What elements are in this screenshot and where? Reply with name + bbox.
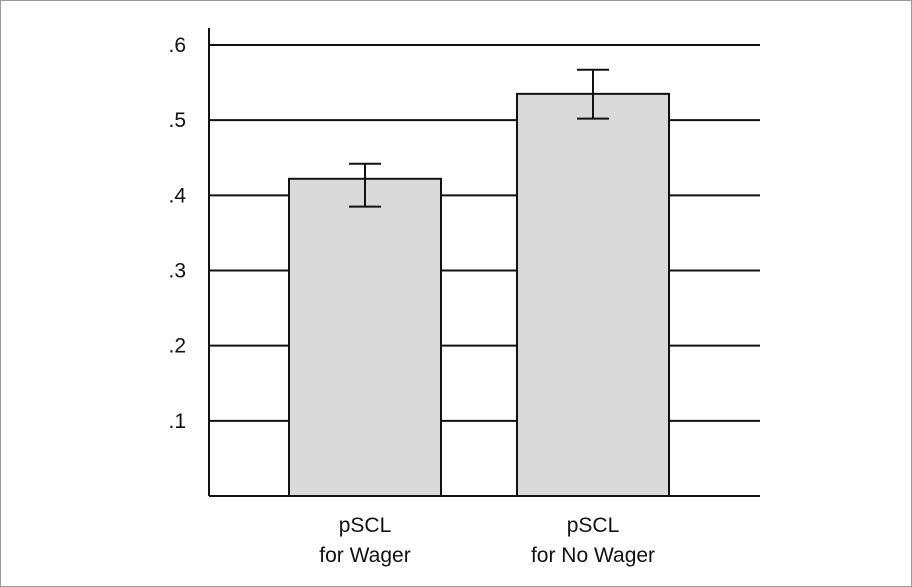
x-category-label-line1: pSCL bbox=[567, 514, 620, 537]
x-category-label-line2: for No Wager bbox=[531, 544, 655, 567]
x-category-label-line1: pSCL bbox=[339, 514, 392, 537]
y-tick-label: .4 bbox=[168, 184, 186, 207]
bars bbox=[288, 92, 670, 497]
x-category-labels: pSCL for Wager pSCL for No Wager bbox=[319, 514, 655, 567]
y-tick-label: .2 bbox=[168, 335, 186, 358]
bar bbox=[288, 177, 442, 497]
bar bbox=[516, 92, 670, 497]
y-tick-label: .5 bbox=[168, 109, 186, 132]
x-category-label-line2: for Wager bbox=[319, 544, 410, 567]
error-bars bbox=[349, 68, 609, 208]
y-tick-label: .6 bbox=[168, 34, 186, 57]
y-tick-label: .3 bbox=[168, 260, 186, 283]
y-tick-label: .1 bbox=[168, 410, 186, 433]
y-tick-labels: .1 .2 .3 .4 .5 .6 bbox=[168, 34, 186, 433]
